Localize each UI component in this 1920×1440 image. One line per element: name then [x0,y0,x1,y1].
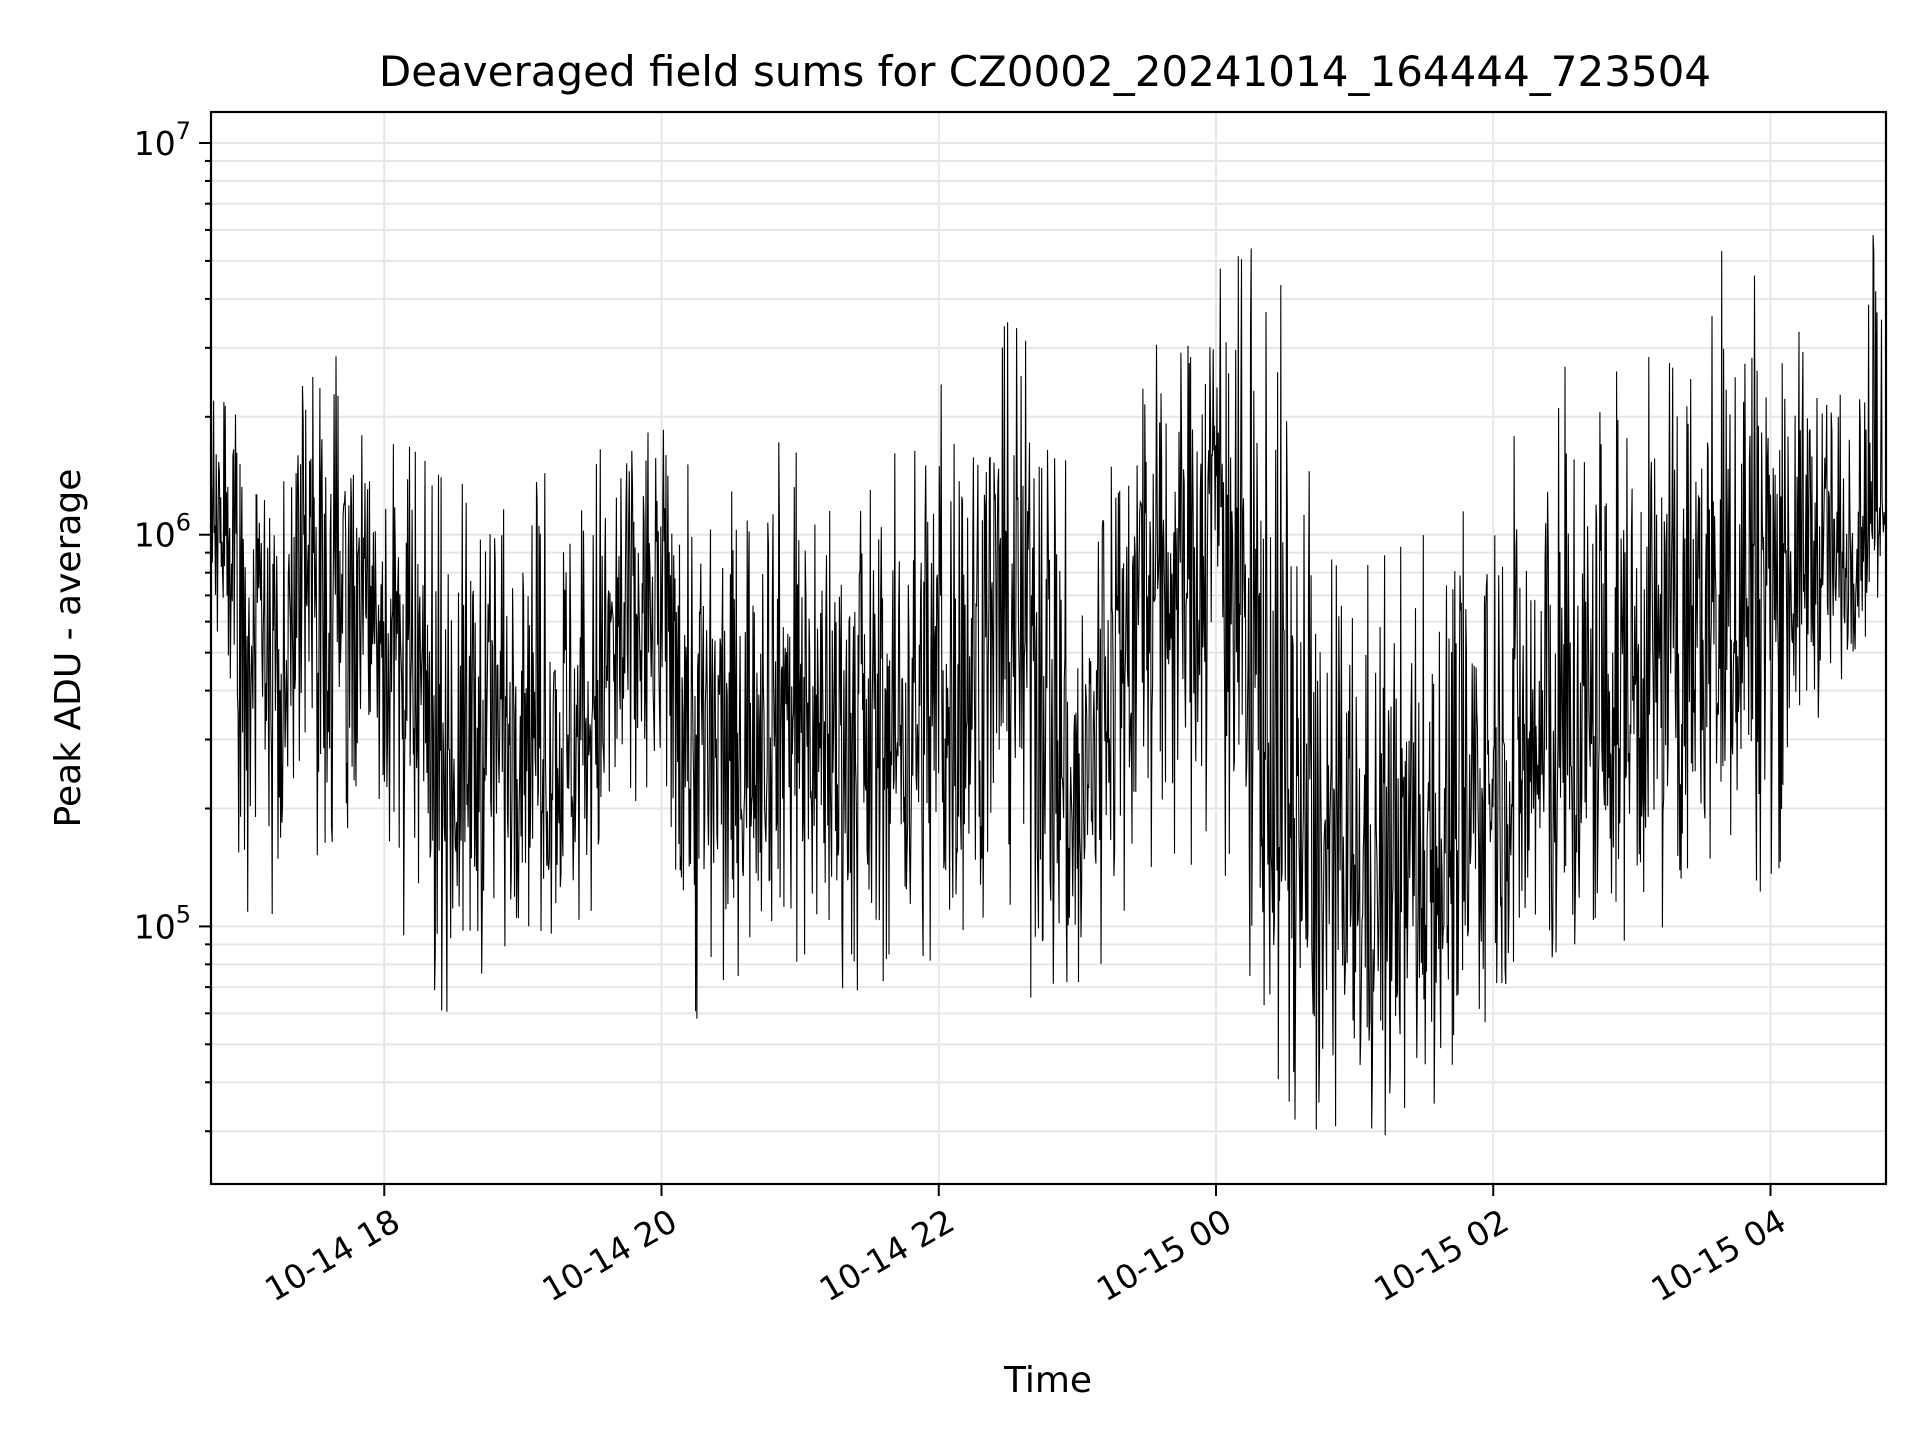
y-tick-base: 10 [134,124,176,163]
y-tick-label: 107 [134,117,191,163]
series-line [210,235,1887,1136]
chart-title: Deaveraged field sums for CZ0002_2024101… [379,47,1711,96]
y-tick-exponent: 5 [176,900,191,928]
y-tick-base: 10 [134,516,176,555]
y-tick-label: 105 [134,900,191,946]
y-tick-exponent: 6 [176,509,191,537]
y-axis-label: Peak ADU - average [48,469,89,828]
y-tick-exponent: 7 [176,117,191,145]
series-layer [210,235,1887,1136]
y-tick-label: 106 [134,509,191,555]
plot-frame [209,110,1888,1186]
y-tick-base: 10 [134,907,176,946]
x-axis-label: Time [1003,1360,1092,1401]
